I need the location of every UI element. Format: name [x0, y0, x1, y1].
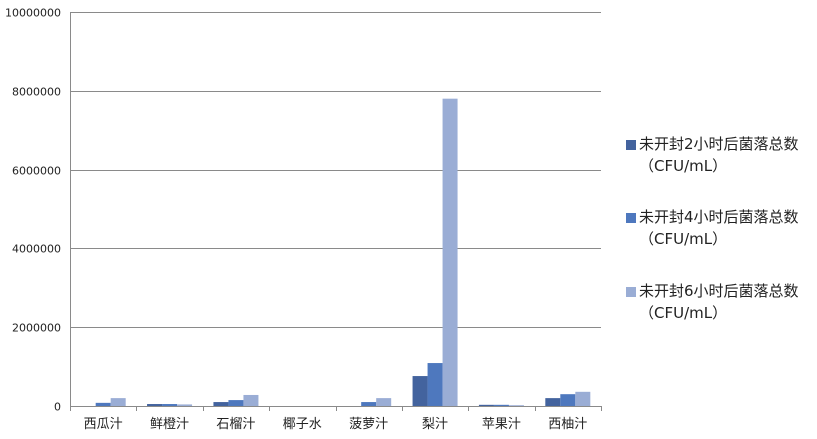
bar — [545, 398, 561, 406]
bar — [95, 402, 111, 406]
legend-label: 未开封6小时后菌落总数（CFU/mL） — [639, 282, 799, 322]
bar — [560, 394, 576, 406]
x-tick-label: 西柚汁 — [548, 417, 587, 432]
y-tick-label: 4000000 — [12, 243, 61, 256]
bar — [493, 404, 509, 406]
x-tick-label: 菠萝汁 — [349, 417, 388, 432]
bar — [575, 391, 591, 406]
bar — [228, 400, 244, 406]
legend-item-6h: 未开封6小时后菌落总数（CFU/mL） — [626, 280, 816, 324]
bar — [361, 402, 377, 406]
bar — [162, 404, 178, 406]
y-tick-label: 6000000 — [12, 165, 61, 178]
legend-label: 未开封4小时后菌落总数（CFU/mL） — [639, 208, 799, 248]
bar — [243, 394, 259, 406]
bar — [478, 404, 494, 406]
legend-item-2h: 未开封2小时后菌落总数（CFU/mL） — [626, 133, 816, 177]
x-tick-label: 鲜橙汁 — [150, 417, 189, 432]
bar — [177, 404, 193, 406]
legend-swatch — [626, 286, 636, 297]
bar — [427, 363, 443, 406]
x-tick-label: 西瓜汁 — [84, 417, 123, 432]
y-tick-label: 10000000 — [5, 7, 61, 20]
y-tick-label: 0 — [54, 401, 61, 414]
legend-label: 未开封2小时后菌落总数（CFU/mL） — [639, 135, 799, 175]
legend-swatch — [626, 139, 636, 150]
bar — [376, 398, 392, 406]
bar — [213, 402, 229, 406]
x-tick-label: 苹果汁 — [482, 417, 521, 432]
legend-swatch — [626, 212, 636, 223]
y-tick-label: 8000000 — [12, 86, 61, 99]
bar — [508, 405, 524, 406]
bar — [442, 98, 458, 407]
legend-item-4h: 未开封4小时后菌落总数（CFU/mL） — [626, 206, 816, 250]
bar — [147, 404, 163, 406]
y-tick-label: 2000000 — [12, 322, 61, 335]
bar — [110, 398, 126, 406]
x-tick-label: 石榴汁 — [216, 417, 255, 432]
bar — [412, 376, 428, 406]
x-tick-label: 梨汁 — [422, 417, 448, 432]
x-tick-label: 椰子水 — [283, 417, 322, 432]
